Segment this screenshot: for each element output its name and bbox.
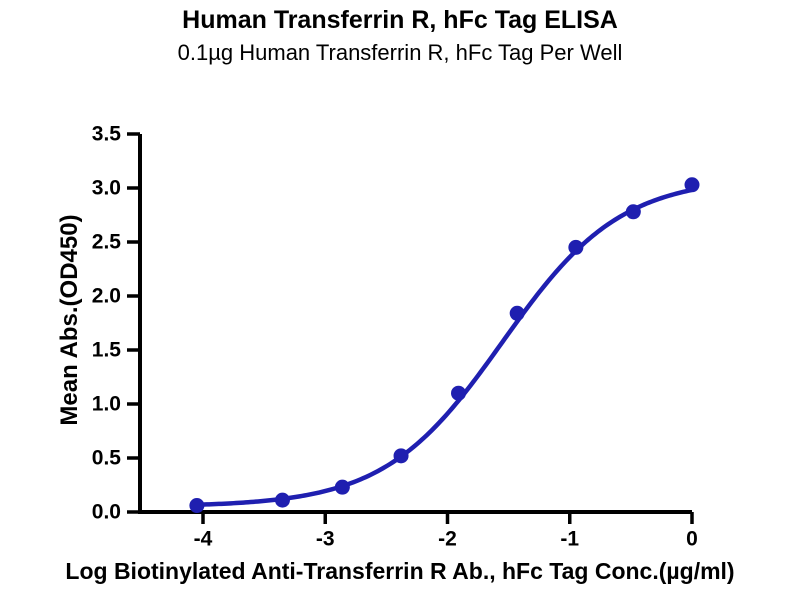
x-axis-ticks: -4 -3 -2 -1 0 xyxy=(194,512,698,551)
data-point xyxy=(684,177,700,193)
data-point xyxy=(189,498,205,514)
y-tick-label: 1.0 xyxy=(92,393,121,416)
data-point xyxy=(274,492,290,508)
data-point xyxy=(509,305,525,321)
y-axis-ticks: 0.0 0.5 1.0 1.5 2.0 2.5 3.0 3.5 xyxy=(92,123,140,524)
x-tick-label: -4 xyxy=(194,528,213,551)
fit-curve xyxy=(194,187,694,508)
data-point xyxy=(334,479,350,495)
x-tick-label: -1 xyxy=(560,528,579,551)
axes xyxy=(138,134,692,514)
data-points xyxy=(189,177,700,514)
x-tick-label: 0 xyxy=(686,528,698,551)
data-point xyxy=(393,448,409,464)
chart-subtitle: 0.1µg Human Transferrin R, hFc Tag Per W… xyxy=(177,40,623,65)
y-axis-label: Mean Abs.(OD450) xyxy=(56,214,83,426)
chart-title: Human Transferrin R, hFc Tag ELISA xyxy=(182,6,618,34)
x-axis-label: Log Biotinylated Anti-Transferrin R Ab.,… xyxy=(65,558,735,584)
x-tick-label: -3 xyxy=(316,528,335,551)
y-tick-label: 2.5 xyxy=(92,231,122,254)
y-tick-label: 3.0 xyxy=(92,177,121,200)
data-point xyxy=(568,239,584,255)
y-tick-label: 0.0 xyxy=(92,501,121,524)
x-tick-label: -2 xyxy=(438,528,457,551)
data-point xyxy=(625,204,641,220)
y-tick-label: 3.5 xyxy=(92,123,122,146)
y-tick-label: 2.0 xyxy=(92,285,121,308)
data-point xyxy=(451,385,467,401)
y-tick-label: 0.5 xyxy=(92,447,122,470)
y-tick-label: 1.5 xyxy=(92,339,122,362)
